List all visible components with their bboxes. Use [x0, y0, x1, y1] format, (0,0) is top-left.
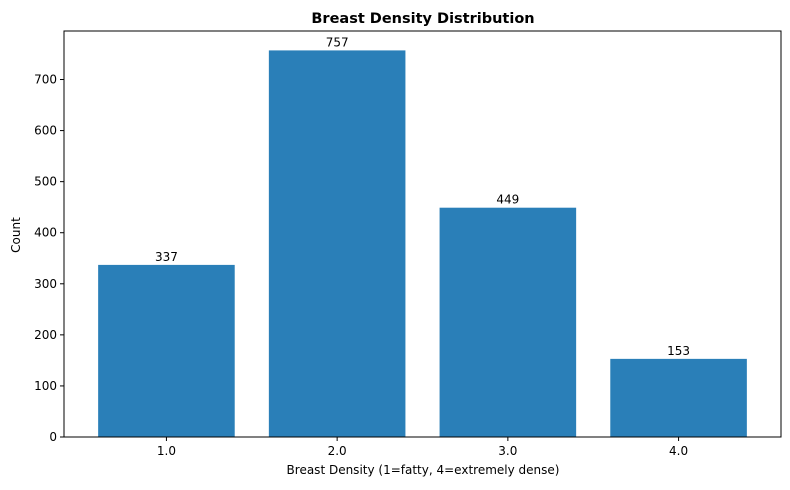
y-tick-label: 100	[34, 379, 57, 393]
data-label-4.0: 153	[667, 344, 690, 358]
x-axis-label: Breast Density (1=fatty, 4=extremely den…	[287, 463, 560, 477]
y-tick-label: 300	[34, 277, 57, 291]
y-axis-label: Count	[9, 217, 23, 253]
y-tick-label: 600	[34, 124, 57, 138]
data-labels-group: 337 757 449 153	[155, 35, 690, 357]
y-tick-label: 0	[49, 430, 57, 444]
x-tick-label: 2.0	[328, 444, 347, 458]
y-tick-label: 500	[34, 175, 57, 189]
bar-3.0	[439, 207, 577, 437]
x-tick-label: 3.0	[498, 444, 517, 458]
data-label-1.0: 337	[155, 250, 178, 264]
y-tick-label: 700	[34, 73, 57, 87]
bar-4.0	[610, 358, 747, 437]
plot-frame	[63, 30, 782, 438]
data-label-3.0: 449	[496, 193, 519, 207]
bar-1.0	[98, 264, 235, 437]
y-tick-label: 200	[34, 328, 57, 342]
y-tick-label: 400	[34, 226, 57, 240]
x-axis-ticks: 1.0 2.0 3.0 4.0	[157, 437, 688, 458]
x-tick-label: 1.0	[157, 444, 176, 458]
bars-group	[98, 50, 747, 438]
x-tick-label: 4.0	[669, 444, 688, 458]
chart-title: Breast Density Distribution	[311, 11, 534, 27]
bar-2.0	[268, 50, 406, 438]
y-axis-ticks: 0 100 200 300 400 500 600 700	[34, 73, 64, 444]
data-label-2.0: 757	[326, 35, 349, 49]
